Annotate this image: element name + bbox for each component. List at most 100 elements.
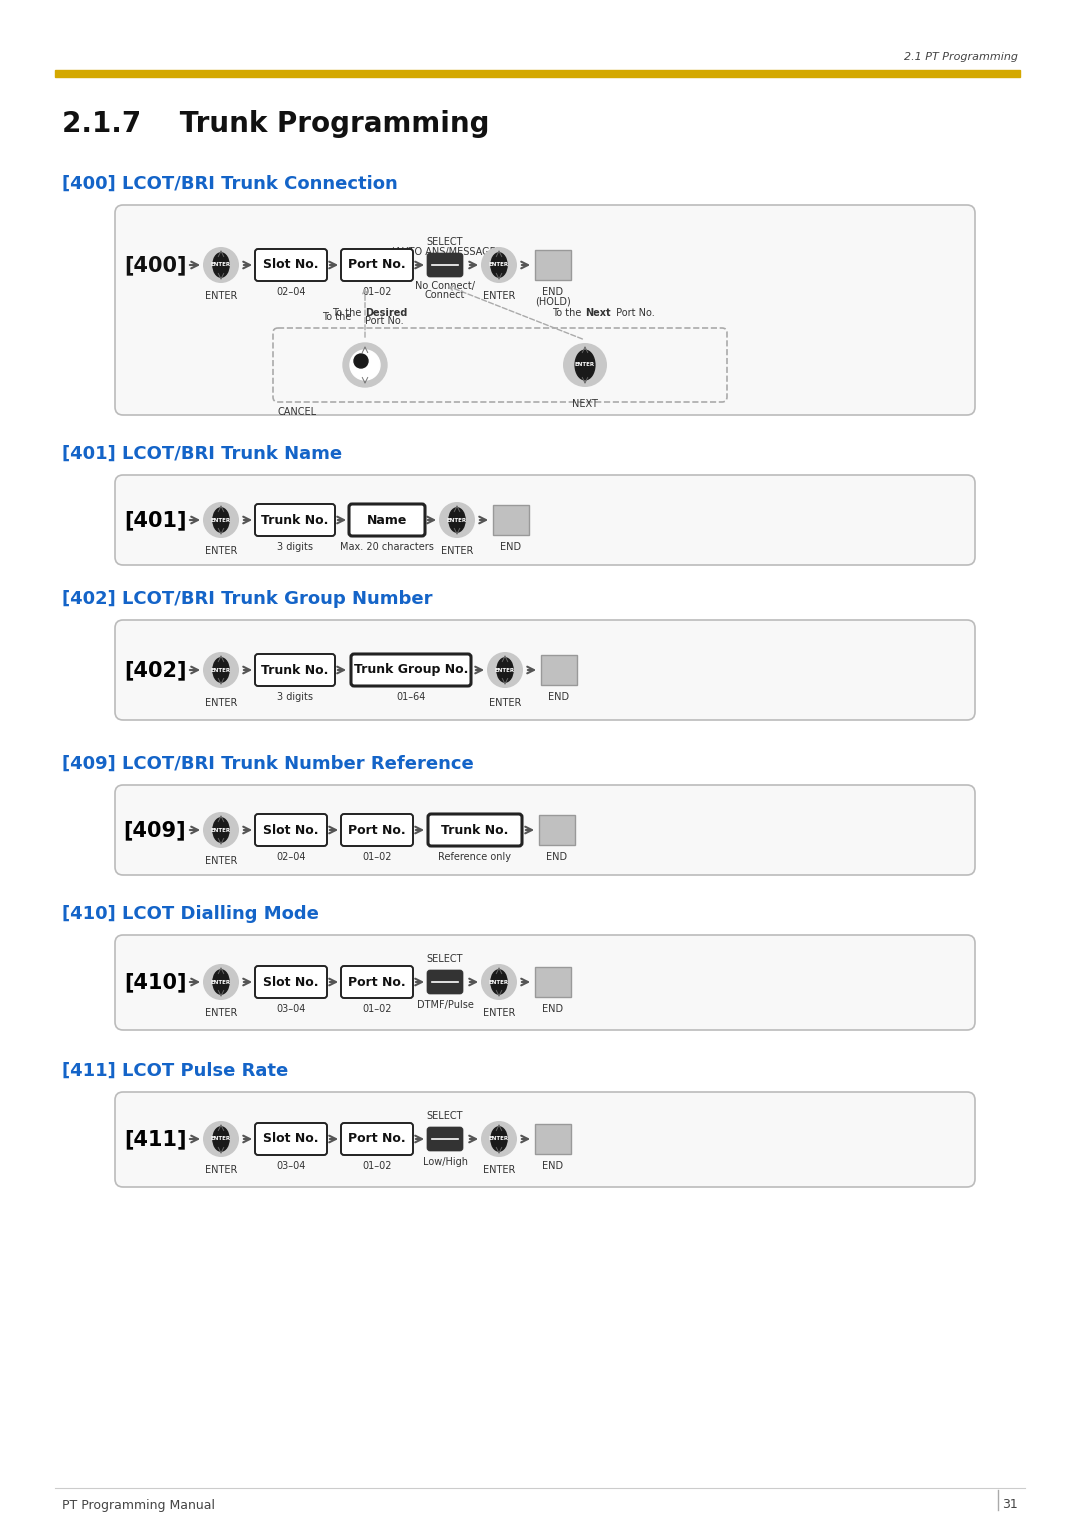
Text: To the: To the	[323, 312, 355, 322]
Text: [401]: [401]	[124, 510, 186, 530]
Text: END: END	[500, 542, 522, 552]
Text: ENTER: ENTER	[495, 668, 515, 672]
Bar	[541, 656, 577, 685]
Text: 3 digits: 3 digits	[276, 542, 313, 552]
Text: 03–04: 03–04	[276, 1004, 306, 1015]
Text: [401] LCOT/BRI Trunk Name: [401] LCOT/BRI Trunk Name	[62, 445, 342, 463]
Text: Port No.: Port No.	[365, 316, 404, 325]
Circle shape	[481, 1122, 517, 1157]
Text: SELECT: SELECT	[427, 237, 463, 248]
FancyBboxPatch shape	[427, 970, 463, 995]
Text: ENTER: ENTER	[205, 1164, 238, 1175]
Bar	[535, 251, 571, 280]
Bar	[535, 967, 571, 996]
Circle shape	[481, 964, 517, 999]
Text: [400] LCOT/BRI Trunk Connection: [400] LCOT/BRI Trunk Connection	[62, 176, 397, 193]
FancyBboxPatch shape	[341, 1123, 413, 1155]
Circle shape	[354, 354, 368, 368]
Text: ENTER: ENTER	[489, 698, 522, 707]
Circle shape	[203, 652, 239, 688]
Text: DTMF/Pulse: DTMF/Pulse	[417, 999, 473, 1010]
Circle shape	[487, 652, 523, 688]
Text: Desired: Desired	[365, 309, 407, 318]
Text: ENTER: ENTER	[205, 698, 238, 707]
Ellipse shape	[491, 252, 508, 277]
Circle shape	[203, 964, 239, 999]
Circle shape	[203, 248, 239, 283]
Text: 02–04: 02–04	[276, 853, 306, 862]
Text: (HOLD): (HOLD)	[535, 296, 571, 306]
Text: 03–04: 03–04	[276, 1161, 306, 1170]
Text: (AUTO ANS/MESSAGE): (AUTO ANS/MESSAGE)	[391, 248, 499, 257]
Text: To the: To the	[333, 309, 365, 318]
Ellipse shape	[491, 1126, 508, 1151]
Circle shape	[203, 811, 239, 848]
Text: 02–04: 02–04	[276, 287, 306, 296]
Text: ENTER: ENTER	[489, 979, 509, 984]
Ellipse shape	[213, 507, 229, 532]
Ellipse shape	[213, 817, 229, 842]
Text: 01–02: 01–02	[362, 1004, 392, 1015]
Text: END: END	[549, 692, 569, 701]
Text: [409]: [409]	[124, 821, 187, 840]
Text: Trunk Group No.: Trunk Group No.	[354, 663, 469, 677]
Text: ENTER: ENTER	[205, 290, 238, 301]
Text: 2.1.7    Trunk Programming: 2.1.7 Trunk Programming	[62, 110, 489, 138]
Text: Slot No.: Slot No.	[264, 975, 319, 989]
Text: Slot No.: Slot No.	[264, 258, 319, 272]
Text: To the: To the	[553, 309, 585, 318]
Text: ENTER: ENTER	[483, 290, 515, 301]
Bar	[492, 504, 529, 535]
Text: END: END	[542, 1004, 564, 1015]
Text: ENTER: ENTER	[211, 518, 231, 523]
Text: ENTER: ENTER	[483, 1008, 515, 1018]
FancyBboxPatch shape	[341, 966, 413, 998]
Text: [402] LCOT/BRI Trunk Group Number: [402] LCOT/BRI Trunk Group Number	[62, 590, 432, 608]
Text: NEXT: NEXT	[572, 399, 598, 410]
Circle shape	[563, 342, 607, 387]
Text: [400]: [400]	[124, 255, 186, 275]
Text: END: END	[542, 1161, 564, 1170]
Text: Next: Next	[585, 309, 610, 318]
Text: Port No.: Port No.	[348, 1132, 406, 1146]
Text: Trunk No.: Trunk No.	[261, 513, 328, 527]
FancyBboxPatch shape	[114, 620, 975, 720]
Ellipse shape	[213, 1126, 229, 1151]
Text: 3 digits: 3 digits	[276, 692, 313, 701]
Text: ENTER: ENTER	[211, 979, 231, 984]
FancyBboxPatch shape	[255, 1123, 327, 1155]
Text: Connect: Connect	[424, 290, 465, 299]
Circle shape	[203, 1122, 239, 1157]
FancyBboxPatch shape	[427, 1128, 463, 1151]
Ellipse shape	[497, 659, 513, 681]
Circle shape	[203, 503, 239, 538]
Ellipse shape	[491, 970, 508, 995]
Ellipse shape	[449, 507, 465, 532]
Text: ENTER: ENTER	[211, 263, 231, 267]
Text: [402]: [402]	[124, 660, 186, 680]
Text: Max. 20 characters: Max. 20 characters	[340, 542, 434, 552]
Text: 01–64: 01–64	[396, 692, 426, 701]
Text: SELECT: SELECT	[427, 953, 463, 964]
Text: Port No.: Port No.	[348, 824, 406, 836]
FancyBboxPatch shape	[114, 475, 975, 565]
FancyBboxPatch shape	[427, 254, 463, 277]
Text: PT Programming Manual: PT Programming Manual	[62, 1499, 215, 1511]
FancyBboxPatch shape	[341, 249, 413, 281]
Text: [410] LCOT Dialling Mode: [410] LCOT Dialling Mode	[62, 905, 319, 923]
Text: 01–02: 01–02	[362, 1161, 392, 1170]
Text: ENTER: ENTER	[483, 1164, 515, 1175]
Circle shape	[350, 350, 380, 380]
Bar	[539, 814, 575, 845]
FancyBboxPatch shape	[428, 814, 522, 847]
FancyBboxPatch shape	[255, 966, 327, 998]
Text: Reference only: Reference only	[438, 853, 512, 862]
Text: [410]: [410]	[124, 972, 186, 992]
Text: [411]: [411]	[124, 1129, 186, 1149]
FancyBboxPatch shape	[114, 1093, 975, 1187]
Text: 01–02: 01–02	[362, 853, 392, 862]
Text: 2.1 PT Programming: 2.1 PT Programming	[904, 52, 1018, 63]
FancyBboxPatch shape	[255, 654, 335, 686]
FancyBboxPatch shape	[255, 504, 335, 536]
Text: ENTER: ENTER	[211, 668, 231, 672]
